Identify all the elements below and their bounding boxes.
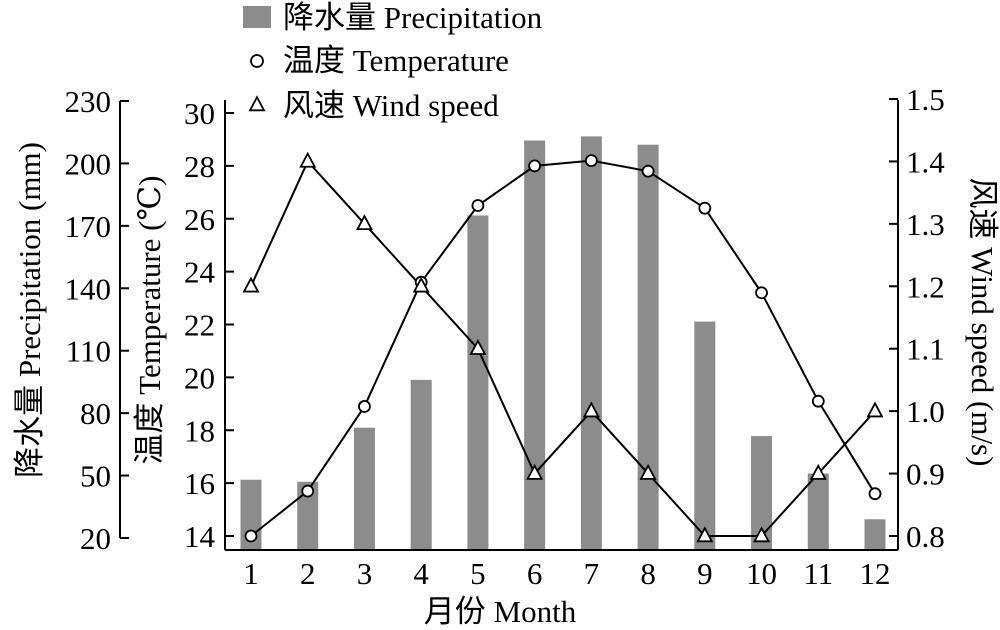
legend-swatch-wind-speed <box>248 95 266 112</box>
precipitation-bar <box>467 215 489 549</box>
temperature-point <box>868 487 882 501</box>
wind-speed-tick-label: 1.5 <box>906 82 945 117</box>
legend-swatch-precipitation <box>243 6 271 28</box>
wind-speed-point <box>639 463 657 480</box>
wind-speed-point <box>582 401 600 418</box>
precipitation-tick-label: 50 <box>80 459 111 494</box>
wind-speed-tick-label: 0.9 <box>906 457 945 492</box>
temperature-tick-label: 14 <box>184 519 216 554</box>
precipitation-tick-label: 80 <box>80 396 111 431</box>
wind-speed-point <box>866 401 884 418</box>
wind-speed-point <box>526 463 544 480</box>
wind-speed-axis-title: 风速 Wind speed (m/s) <box>965 178 1000 467</box>
temperature-point <box>301 484 315 498</box>
precipitation-tick-label: 20 <box>80 521 111 556</box>
legend-label-precipitation: 降水量 Precipitation <box>283 0 543 35</box>
temperature-tick-label: 22 <box>184 308 215 343</box>
wind-speed-tick-label: 1.1 <box>906 332 945 367</box>
precipitation-axis-title: 降水量 Precipitation (mm) <box>12 142 47 478</box>
temperature-axis-title: 温度 Temperature (℃) <box>132 175 167 464</box>
wind-speed-tick-label: 1.0 <box>906 394 945 429</box>
temperature-point <box>471 199 485 212</box>
x-tick-label: 1 <box>243 556 259 591</box>
temperature-point <box>528 159 542 173</box>
precipitation-tick-label: 200 <box>65 146 112 181</box>
wind-speed-tick-label: 1.2 <box>906 269 945 304</box>
wind-speed-tick-label: 0.8 <box>906 519 945 554</box>
wind-speed-line <box>250 159 876 537</box>
temperature-line <box>250 159 876 537</box>
precipitation-tick-label: 170 <box>65 209 112 244</box>
precipitation-bar <box>694 321 716 549</box>
wind-speed-point <box>355 214 373 231</box>
temperature-tick-label: 20 <box>184 360 215 395</box>
precipitation-bar <box>637 144 659 549</box>
legend-swatch-temperature <box>250 54 264 68</box>
wind-speed-tick-label: 1.4 <box>906 144 945 179</box>
wind-speed-point <box>412 276 430 293</box>
temperature-tick-label: 28 <box>184 149 215 184</box>
x-tick-label: 12 <box>860 556 891 591</box>
wind-speed-point <box>242 276 260 293</box>
temperature-point <box>698 201 712 215</box>
temperature-point <box>755 286 768 300</box>
temperature-point <box>584 154 598 167</box>
precipitation-bar <box>410 379 432 549</box>
precipitation-bar <box>524 140 546 550</box>
legend-label-wind-speed: 风速 Wind speed <box>283 88 499 123</box>
temperature-tick-label: 24 <box>184 255 216 290</box>
x-tick-label: 11 <box>803 556 833 591</box>
temperature-tick-label: 16 <box>184 466 215 501</box>
temperature-point <box>358 400 371 413</box>
temperature-tick-label: 30 <box>184 96 215 131</box>
wind-speed-point <box>753 526 771 543</box>
temperature-tick-label: 18 <box>184 413 215 448</box>
temperature-tick-label: 26 <box>184 202 215 237</box>
x-tick-label: 2 <box>300 556 316 591</box>
precipitation-bar <box>353 427 375 549</box>
wind-speed-point <box>469 338 487 355</box>
x-tick-label: 3 <box>357 556 373 591</box>
x-tick-label: 4 <box>413 556 429 591</box>
precipitation-bar <box>297 481 319 549</box>
x-tick-label: 10 <box>746 556 777 591</box>
precipitation-bar <box>751 436 773 549</box>
wind-speed-point <box>809 463 827 480</box>
temperature-point <box>811 394 825 408</box>
x-tick-label: 8 <box>640 556 656 591</box>
precipitation-bar <box>864 519 886 549</box>
precipitation-tick-label: 110 <box>66 334 111 369</box>
x-axis-title: 月份 Month <box>424 594 577 629</box>
wind-speed-tick-label: 1.3 <box>906 207 945 242</box>
legend-label-temperature: 温度 Temperature <box>283 43 509 78</box>
wind-speed-point <box>696 526 714 543</box>
precipitation-tick-label: 230 <box>65 84 112 119</box>
x-tick-label: 5 <box>470 556 486 591</box>
x-tick-label: 7 <box>584 556 600 591</box>
precipitation-bar <box>580 136 602 549</box>
wind-speed-point <box>299 151 317 168</box>
precipitation-tick-label: 140 <box>65 271 112 306</box>
x-tick-label: 6 <box>527 556 543 591</box>
temperature-point <box>641 164 655 178</box>
precipitation-bar <box>807 473 829 549</box>
x-tick-label: 9 <box>697 556 713 591</box>
temperature-point <box>244 529 258 543</box>
